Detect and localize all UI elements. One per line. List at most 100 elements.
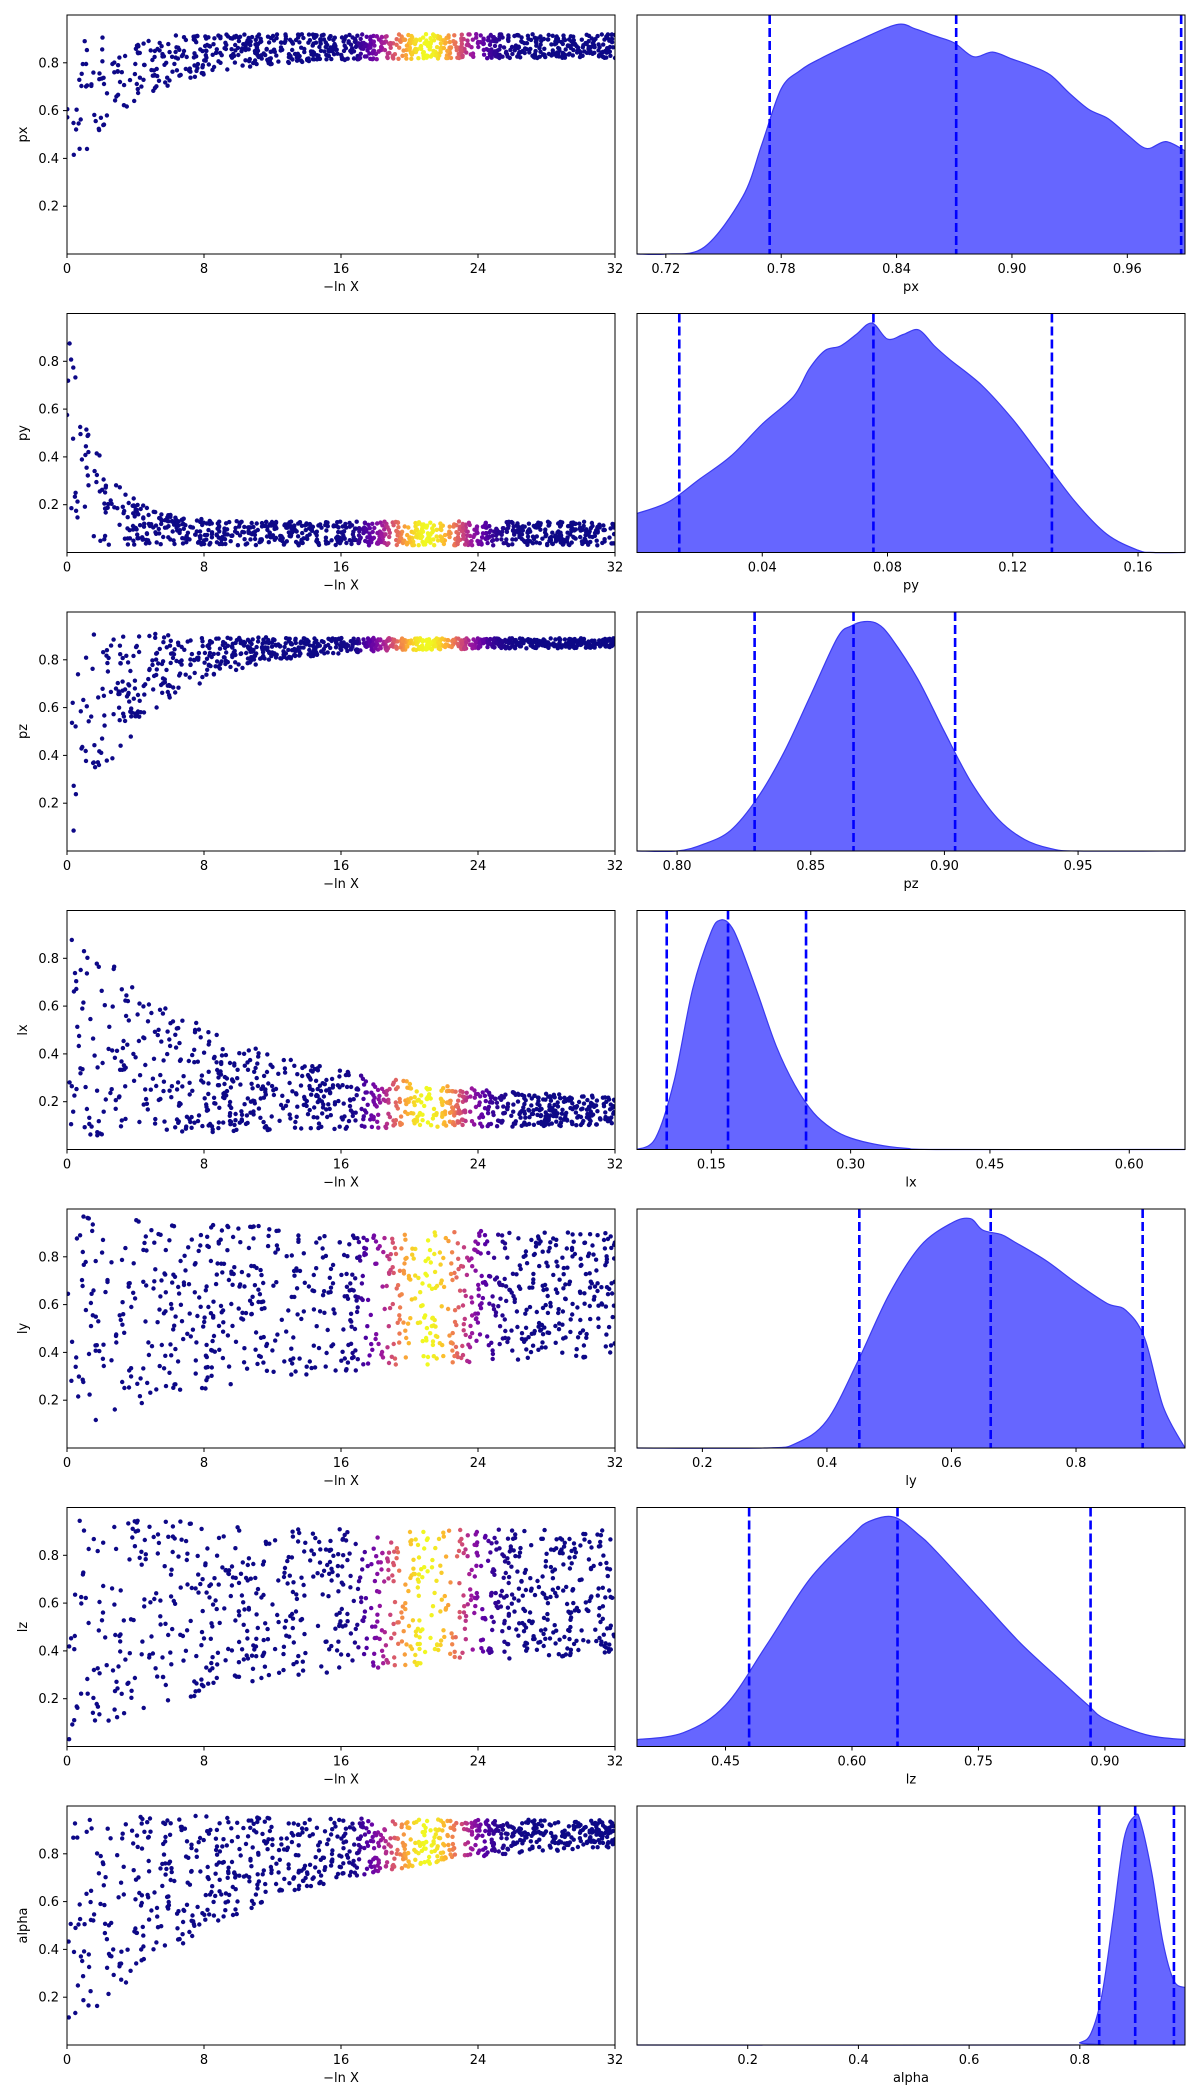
trace-point bbox=[345, 1360, 351, 1365]
trace-point bbox=[236, 52, 241, 58]
trace-point bbox=[234, 637, 240, 643]
trace-point bbox=[461, 1610, 467, 1615]
trace-point bbox=[88, 1300, 94, 1306]
trace-point bbox=[169, 54, 175, 59]
trace-point bbox=[357, 526, 362, 531]
trace-point bbox=[494, 537, 500, 542]
trace-point bbox=[438, 1262, 443, 1267]
trace-point bbox=[232, 60, 238, 65]
trace-point bbox=[251, 60, 256, 66]
trace-point bbox=[169, 1567, 174, 1572]
trace-point bbox=[81, 697, 86, 703]
trace-point bbox=[393, 1362, 398, 1367]
trace-point bbox=[377, 1244, 382, 1249]
trace-point bbox=[460, 53, 465, 58]
trace-point bbox=[153, 631, 158, 637]
trace-point bbox=[345, 1254, 350, 1259]
trace-point bbox=[150, 1076, 156, 1081]
trace-point bbox=[430, 1116, 436, 1121]
trace-point bbox=[97, 71, 102, 76]
trace-point bbox=[302, 1096, 307, 1102]
trace-point bbox=[318, 39, 323, 44]
trace-point bbox=[474, 32, 479, 37]
x-tick-label: 8 bbox=[200, 859, 208, 874]
trace-point bbox=[403, 1601, 408, 1606]
trace-point bbox=[542, 1123, 548, 1128]
trace-point bbox=[83, 61, 89, 67]
trace-point bbox=[178, 1258, 183, 1264]
trace-point bbox=[199, 1385, 205, 1391]
trace-point bbox=[425, 1238, 431, 1243]
trace-point bbox=[477, 1303, 483, 1308]
trace-point bbox=[317, 1539, 322, 1545]
trace-point bbox=[315, 1086, 320, 1092]
trace-point bbox=[240, 1560, 245, 1565]
trace-point bbox=[98, 115, 104, 121]
trace-point bbox=[522, 1528, 527, 1534]
trace-xlabel: −ln X bbox=[323, 1474, 359, 1489]
trace-point bbox=[450, 1360, 455, 1365]
trace-point bbox=[78, 117, 83, 122]
trace-point bbox=[529, 1331, 534, 1336]
trace-point bbox=[326, 1102, 331, 1107]
trace-point bbox=[368, 1312, 373, 1318]
trace-point bbox=[228, 1382, 233, 1387]
trace-point bbox=[211, 1333, 217, 1339]
trace-point bbox=[453, 1089, 458, 1094]
trace-point bbox=[136, 634, 142, 639]
trace-point bbox=[232, 1122, 237, 1128]
trace-point bbox=[523, 1249, 529, 1254]
trace-point bbox=[570, 1254, 575, 1259]
trace-point bbox=[505, 37, 511, 42]
trace-point bbox=[312, 1105, 317, 1110]
trace-point bbox=[370, 49, 376, 54]
trace-point bbox=[94, 472, 100, 478]
trace-point bbox=[554, 50, 560, 55]
trace-point bbox=[176, 1291, 182, 1296]
trace-point bbox=[100, 1356, 106, 1361]
trace-point bbox=[602, 55, 607, 60]
trace-point bbox=[117, 643, 123, 648]
trace-point bbox=[478, 1121, 483, 1126]
trace-point bbox=[353, 1276, 358, 1281]
trace-point bbox=[533, 1244, 539, 1249]
trace-point bbox=[295, 1072, 300, 1077]
trace-point bbox=[534, 525, 539, 530]
trace-point bbox=[364, 1636, 369, 1641]
trace-point bbox=[160, 54, 165, 59]
trace-point bbox=[459, 1536, 464, 1542]
y-tick-label: 0.4 bbox=[38, 450, 59, 465]
trace-point bbox=[299, 1316, 304, 1322]
trace-point bbox=[461, 36, 466, 42]
trace-point bbox=[497, 52, 502, 58]
trace-point bbox=[136, 1219, 141, 1224]
trace-point bbox=[170, 1280, 175, 1285]
trace-point bbox=[163, 1006, 168, 1011]
trace-point bbox=[311, 1307, 317, 1312]
trace-point bbox=[127, 528, 132, 533]
trace-point bbox=[351, 56, 357, 61]
trace-point bbox=[148, 48, 153, 53]
trace-point bbox=[312, 35, 317, 40]
trace-point bbox=[603, 1304, 609, 1309]
trace-point bbox=[197, 681, 202, 686]
trace-point bbox=[360, 1297, 365, 1303]
trace-point bbox=[264, 524, 269, 529]
trace-point bbox=[271, 1283, 276, 1288]
trace-point bbox=[100, 59, 105, 64]
trace-point bbox=[200, 1123, 205, 1129]
trace-point bbox=[462, 542, 468, 547]
trace-point bbox=[80, 1283, 85, 1289]
trace-point bbox=[583, 1271, 589, 1277]
trace-point bbox=[409, 1297, 414, 1302]
trace-point bbox=[89, 1291, 94, 1296]
trace-point bbox=[166, 1534, 171, 1539]
trace-point bbox=[331, 650, 336, 656]
trace-points bbox=[69, 631, 615, 833]
trace-point bbox=[536, 1320, 542, 1326]
trace-point bbox=[174, 1087, 180, 1092]
trace-point bbox=[69, 506, 74, 511]
trace-point bbox=[374, 34, 379, 39]
